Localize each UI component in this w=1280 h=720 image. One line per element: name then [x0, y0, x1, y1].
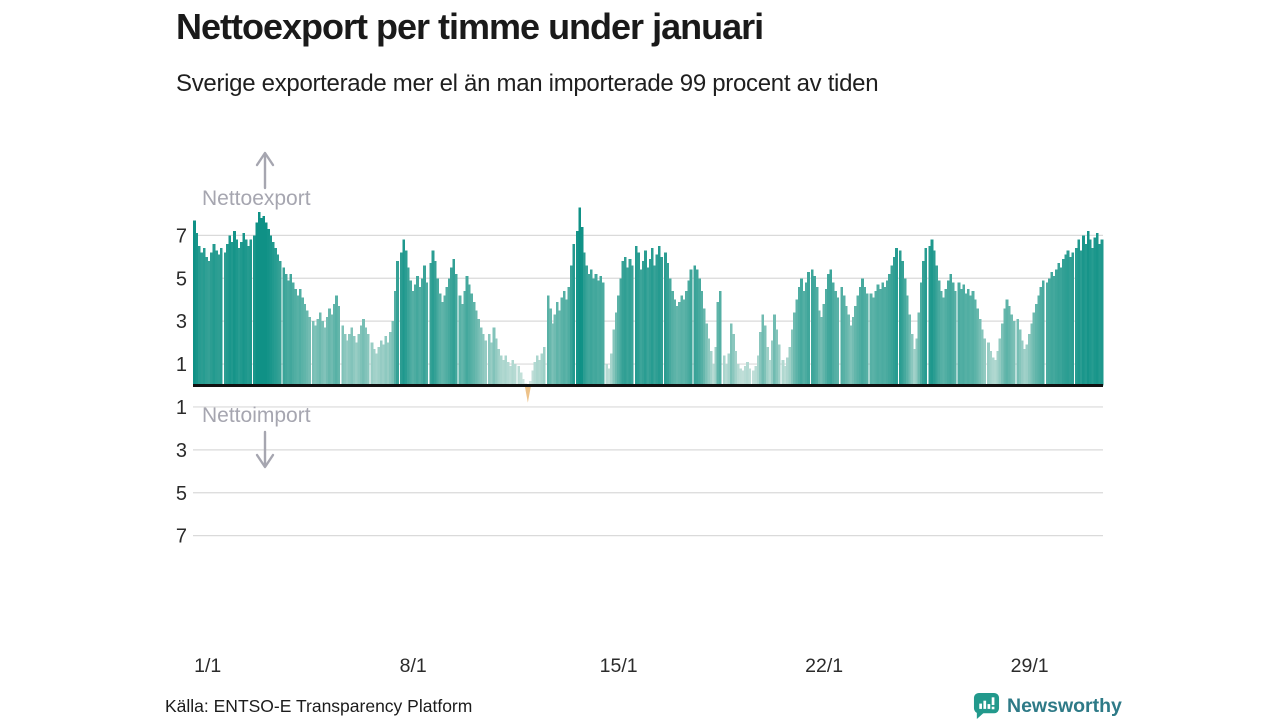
y-tick-label: 7 [176, 225, 187, 247]
y-tick-label: 7 [176, 526, 187, 548]
x-tick-label: 1/1 [194, 655, 221, 677]
down-arrow-icon [255, 430, 275, 469]
y-tick-label: 1 [176, 397, 187, 419]
y-tick-label: 3 [176, 311, 187, 333]
newsworthy-wordmark: Newsworthy [1007, 694, 1122, 717]
x-tick-label: 8/1 [400, 655, 427, 677]
y-tick-label: 5 [176, 483, 187, 505]
up-arrow-icon [255, 151, 275, 190]
newsworthy-icon [973, 692, 1000, 720]
x-tick-label: 15/1 [600, 655, 638, 677]
nettoimport-annotation: Nettoimport [202, 404, 311, 427]
page-title: Nettoexport per timme under januari [176, 6, 764, 47]
page-subtitle: Sverige exporterade mer el än man import… [176, 70, 879, 97]
y-axis-labels: 7 5 3 1 1 3 5 7 [176, 225, 187, 547]
netexport-area [193, 207, 1104, 403]
y-tick-label: 1 [176, 354, 187, 376]
nettoexport-annotation: Nettoexport [202, 187, 311, 210]
y-tick-label: 3 [176, 440, 187, 462]
newsworthy-logo: Newsworthy [973, 692, 1122, 720]
x-tick-label: 29/1 [1011, 655, 1049, 677]
x-axis-labels: 1/1 8/1 15/1 22/1 29/1 [194, 655, 1048, 677]
y-tick-label: 5 [176, 268, 187, 290]
x-tick-label: 22/1 [805, 655, 843, 677]
source-credit: Källa: ENTSO-E Transparency Platform [165, 696, 473, 716]
